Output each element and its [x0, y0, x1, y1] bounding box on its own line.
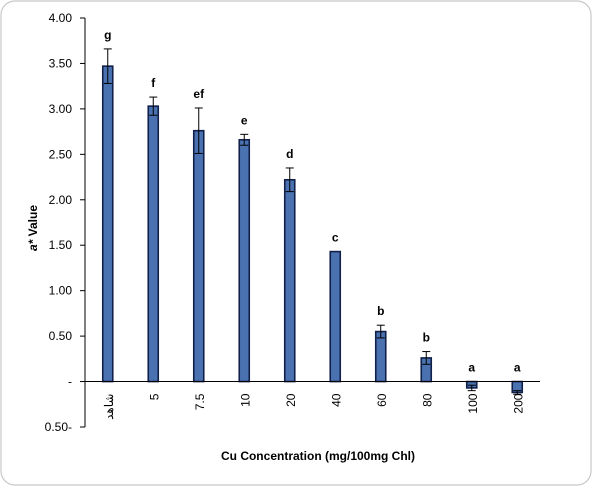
significance-letter: d	[286, 147, 293, 161]
significance-letter: b	[377, 304, 384, 318]
y-tick-label: -	[68, 375, 72, 389]
y-axis-title: a* Value	[26, 205, 40, 251]
bar	[239, 140, 249, 382]
x-tick-label: 40	[329, 393, 343, 407]
significance-letter: ef	[193, 87, 205, 101]
y-tick-label: 3.00	[49, 102, 73, 116]
y-axis: 0.50- - 0.50 1.00 1.50 2.00 2.50 3.00 3.50 4.00	[45, 11, 85, 434]
x-tick-label: 80	[420, 393, 434, 407]
significance-letter: a	[514, 361, 521, 375]
bar	[376, 332, 386, 382]
y-tick-label: 3.50	[49, 56, 73, 70]
x-tick-label: 10	[238, 393, 252, 407]
x-axis-title: Cu Concentration (mg/100mg Chl)	[221, 449, 415, 463]
significance-letter: b	[423, 331, 430, 345]
bar	[285, 180, 295, 382]
y-tick-label: 0.50	[49, 329, 73, 343]
significance-letter: a	[468, 361, 475, 375]
y-axis-title-rest: Value	[26, 205, 40, 240]
bar	[148, 106, 158, 381]
significance-letter: e	[241, 113, 248, 127]
x-tick-label: شاهد	[102, 394, 116, 420]
y-tick-label: 2.50	[49, 147, 73, 161]
x-tick-label: 100	[466, 393, 480, 413]
significance-letter: c	[332, 231, 339, 245]
y-tick-label: 2.00	[49, 193, 73, 207]
bar	[330, 252, 340, 382]
x-tick-label: 60	[375, 393, 389, 407]
significance-letter: f	[151, 76, 156, 90]
significance-letter: g	[104, 28, 111, 42]
bar	[194, 131, 204, 382]
y-tick-label: 4.00	[49, 11, 73, 25]
y-tick-label: 1.50	[49, 238, 73, 252]
y-tick-label: 1.00	[49, 284, 73, 298]
bar	[103, 66, 113, 381]
x-tick-label: 20	[284, 393, 298, 407]
x-tick-label: 200	[511, 393, 525, 413]
y-tick-label: 0.50-	[45, 420, 72, 434]
bars: g f ef e d c b b a a	[103, 28, 523, 394]
x-tick-label: 7.5	[193, 393, 207, 410]
x-tick-label: 5	[147, 393, 161, 400]
